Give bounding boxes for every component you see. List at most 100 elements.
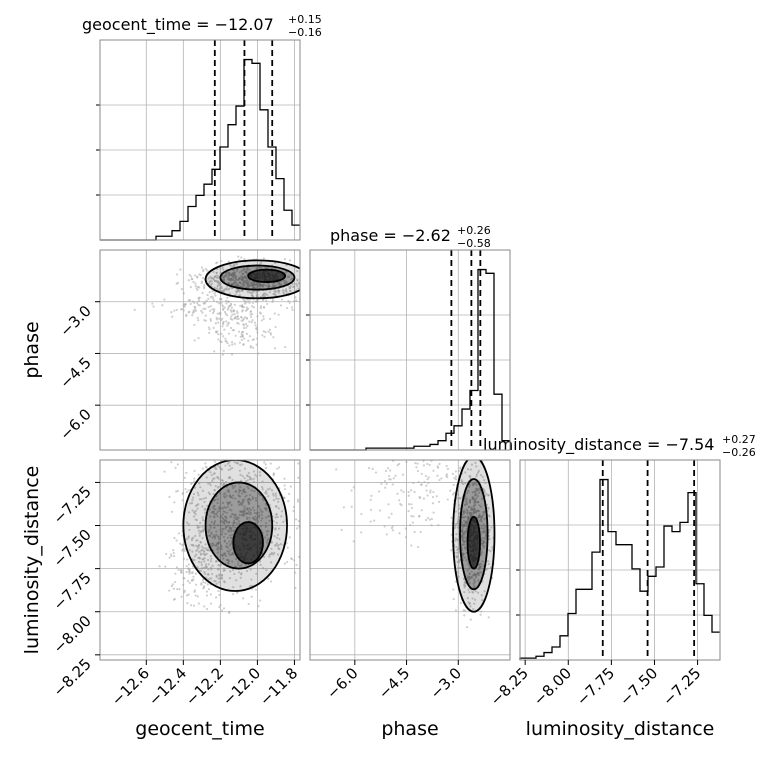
sample-point — [467, 575, 470, 579]
sample-point — [255, 517, 259, 520]
sample-point — [458, 561, 461, 564]
sample-point — [457, 469, 461, 473]
sample-point — [236, 445, 238, 447]
sample-point — [235, 557, 238, 561]
sample-point — [188, 581, 191, 584]
sample-point — [458, 507, 461, 510]
sample-point — [487, 514, 490, 517]
sample-point — [201, 518, 205, 522]
sample-point — [390, 526, 393, 530]
sample-point — [359, 454, 361, 456]
sample-point — [275, 284, 278, 287]
sample-point — [228, 534, 232, 537]
sample-point — [248, 445, 250, 447]
sample-point — [480, 519, 483, 522]
sample-point — [207, 573, 210, 576]
sample-point — [261, 334, 264, 337]
sample-point — [272, 520, 275, 523]
sample-point — [277, 497, 280, 501]
sample-point — [393, 442, 395, 444]
sample-point — [266, 293, 269, 297]
sample-point — [252, 306, 256, 309]
sample-point — [277, 527, 281, 530]
sample-point — [436, 465, 439, 468]
sample-point — [409, 443, 411, 445]
sample-point — [227, 447, 229, 449]
sample-point — [480, 551, 484, 554]
sample-point — [237, 330, 241, 333]
sample-point — [216, 542, 220, 545]
sample-point — [412, 515, 415, 518]
sample-point — [230, 277, 233, 280]
sample-point — [473, 507, 476, 510]
sample-point — [203, 500, 206, 504]
sample-point — [227, 524, 230, 527]
sample-point — [270, 547, 273, 551]
sample-point — [483, 590, 486, 593]
sample-point — [468, 572, 471, 575]
sample-point — [248, 507, 251, 510]
sample-point — [226, 542, 229, 545]
sample-point — [191, 314, 194, 317]
sample-point — [207, 530, 210, 533]
contour-line — [232, 521, 264, 565]
sample-point — [435, 495, 438, 498]
sample-point — [214, 445, 216, 447]
sample-point — [240, 338, 243, 342]
sample-point — [256, 315, 259, 318]
sample-point — [249, 508, 253, 512]
sample-point — [187, 536, 190, 539]
sample-point — [229, 451, 231, 453]
sample-point — [228, 508, 231, 511]
sample-point — [288, 259, 292, 262]
sample-point — [201, 467, 204, 470]
sample-point — [391, 424, 393, 426]
title-phase: phase = −2.62 +0.26 −0.58 — [330, 224, 491, 250]
panel-frame — [309, 249, 511, 451]
sample-point — [446, 467, 450, 471]
sample-point — [217, 577, 220, 580]
sample-point — [181, 492, 184, 496]
histogram-panel-phase — [306, 249, 511, 451]
sample-point — [241, 319, 245, 322]
sample-point — [265, 530, 268, 533]
sample-point — [238, 489, 242, 492]
sample-point — [360, 512, 363, 516]
sample-point — [222, 557, 225, 560]
sample-point — [253, 456, 255, 458]
sample-point — [223, 522, 226, 525]
sample-point — [227, 468, 230, 472]
sample-point — [170, 311, 173, 314]
sample-point — [249, 513, 252, 516]
panel-frame — [309, 459, 511, 661]
sample-point — [473, 501, 476, 504]
sample-point — [227, 275, 231, 278]
sample-point — [432, 469, 435, 472]
sample-point — [248, 493, 252, 497]
sample-point — [262, 306, 266, 309]
sample-point — [253, 512, 256, 515]
sample-point — [244, 322, 247, 325]
sample-point — [218, 606, 221, 609]
sample-point — [465, 528, 468, 531]
sample-point — [260, 261, 263, 264]
sample-point — [239, 473, 242, 476]
sample-point — [246, 508, 249, 511]
sample-point — [267, 577, 270, 580]
sample-point — [474, 576, 478, 579]
title-phase-minus: −0.58 — [457, 237, 491, 250]
sample-point — [207, 568, 210, 571]
sample-point — [246, 485, 249, 488]
sample-point — [215, 318, 219, 321]
sample-point — [283, 257, 286, 261]
sample-point — [174, 580, 177, 584]
sample-point — [227, 552, 231, 556]
sample-point — [213, 535, 216, 538]
sample-point — [179, 268, 182, 271]
sample-point — [232, 263, 235, 267]
sample-point — [176, 455, 178, 457]
sample-point — [369, 498, 372, 501]
sample-point — [215, 530, 218, 533]
sample-point — [236, 591, 239, 594]
sample-point — [248, 320, 251, 323]
